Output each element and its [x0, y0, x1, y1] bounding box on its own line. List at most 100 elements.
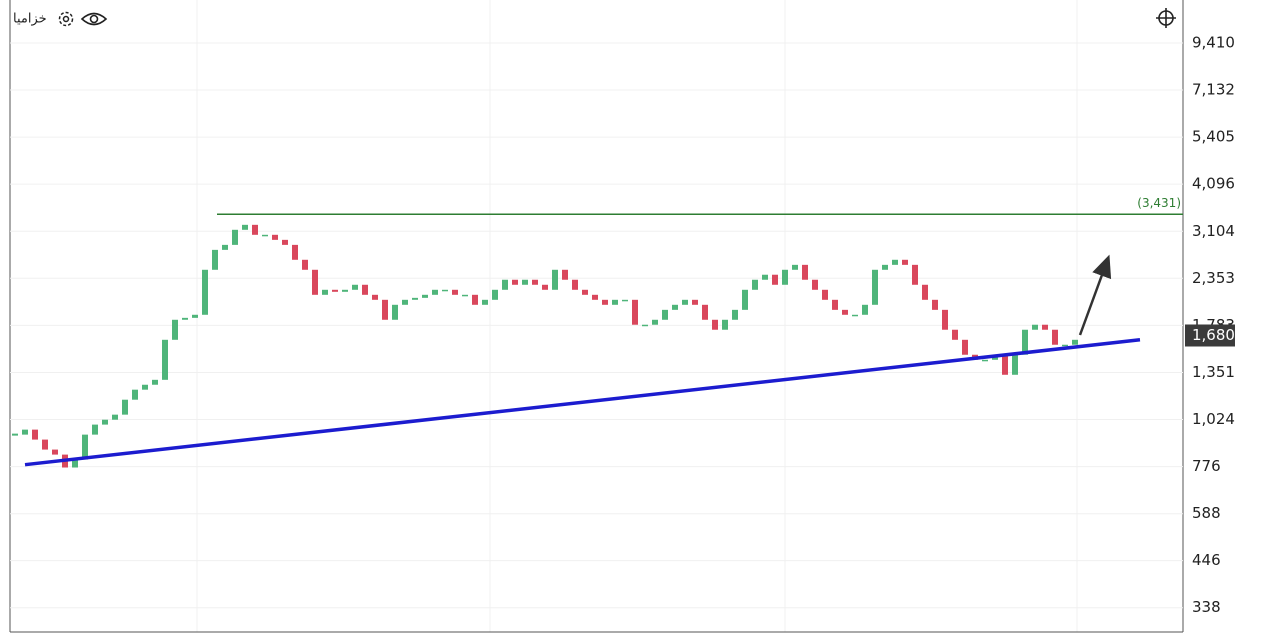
candle-body — [682, 299, 688, 305]
candle-body — [642, 324, 648, 327]
candle-body — [802, 264, 808, 280]
trendline — [24, 338, 1141, 467]
candle-body — [452, 289, 458, 295]
resistance-label: (3,431) — [1137, 196, 1181, 210]
candle-body — [42, 439, 48, 450]
candle-body — [132, 389, 138, 400]
candle-body — [522, 279, 528, 285]
candle-body — [692, 299, 698, 305]
candle-body — [102, 419, 108, 425]
candle-body — [112, 414, 118, 420]
candle-body — [52, 449, 58, 455]
candle-body — [1072, 339, 1078, 345]
candle-body — [772, 274, 778, 285]
candle-body — [792, 264, 798, 270]
candle-body — [332, 289, 338, 292]
candle-body — [22, 429, 28, 435]
candle-body — [842, 309, 848, 315]
candle-body — [212, 249, 218, 270]
candle-body — [252, 224, 258, 235]
y-tick-label: 5,405 — [1192, 128, 1235, 146]
candle-body — [182, 317, 188, 320]
candle-body — [882, 264, 888, 270]
candle-body — [892, 259, 898, 265]
arrow — [1078, 254, 1112, 336]
y-tick-label: 1,351 — [1192, 363, 1235, 381]
y-tick-label: 338 — [1192, 598, 1221, 616]
candle-body — [82, 434, 88, 460]
candle-body — [782, 269, 788, 285]
candle-body — [192, 314, 198, 318]
candle-body — [342, 289, 348, 292]
candle-body — [262, 234, 268, 237]
candle-body — [482, 299, 488, 305]
candle-body — [432, 289, 438, 295]
candle-body — [962, 339, 968, 355]
candle-body — [702, 304, 708, 320]
candle-body — [202, 269, 208, 315]
candle-body — [92, 424, 98, 435]
candle-body — [322, 289, 328, 295]
candle-body — [592, 294, 598, 300]
candle-body — [512, 279, 518, 285]
y-tick-label: 1,024 — [1192, 410, 1235, 428]
y-tick-label: 7,132 — [1192, 81, 1235, 99]
last-price-label: 1,680 — [1192, 326, 1235, 344]
candle-body — [612, 299, 618, 305]
y-tick-label: 9,410 — [1192, 33, 1235, 51]
candle-body — [852, 314, 858, 317]
candle-body — [462, 294, 468, 297]
candle-body — [812, 279, 818, 290]
candle-body — [982, 359, 988, 362]
candle-body — [1052, 329, 1058, 345]
candle-body — [832, 299, 838, 310]
candle-body — [942, 309, 948, 330]
candle-body — [552, 269, 558, 290]
candle-body — [142, 384, 148, 390]
candle-body — [742, 289, 748, 310]
candle-body — [622, 299, 628, 302]
candle-body — [162, 339, 168, 380]
candle-body — [822, 289, 828, 300]
settings-icon[interactable] — [58, 11, 74, 27]
candle-body — [1032, 324, 1038, 330]
candle-body — [652, 319, 658, 325]
candle-body — [872, 269, 878, 305]
candle-body — [442, 289, 448, 292]
candle-body — [732, 309, 738, 320]
candle-body — [1012, 354, 1018, 375]
candle-body — [912, 264, 918, 285]
candle-body — [1022, 329, 1028, 355]
candle-body — [472, 294, 478, 305]
candle-body — [122, 399, 128, 415]
candle-body — [292, 244, 298, 260]
y-tick-label: 588 — [1192, 504, 1221, 522]
candle-body — [272, 234, 278, 240]
eye-icon[interactable] — [80, 12, 108, 26]
candle-body — [392, 304, 398, 320]
candle-body — [422, 294, 428, 298]
candle-body — [632, 299, 638, 325]
candle-body — [302, 259, 308, 270]
candle-body — [372, 294, 378, 300]
candle-body — [72, 459, 78, 468]
y-tick-label: 3,104 — [1192, 222, 1235, 240]
candle-body — [312, 269, 318, 295]
candle-body — [502, 279, 508, 290]
candle-body — [402, 299, 408, 305]
candle-body — [542, 284, 548, 290]
candle-body — [562, 269, 568, 280]
candle-body — [232, 229, 238, 245]
candle-body — [282, 239, 288, 245]
candle-body — [362, 284, 368, 295]
candle-body — [922, 284, 928, 300]
candle-body — [1042, 324, 1048, 330]
crosshair-icon[interactable] — [1156, 8, 1176, 28]
symbol-name: خزامیا — [13, 12, 47, 27]
candle-body — [932, 299, 938, 310]
candle-body — [242, 224, 248, 230]
candle-body — [762, 274, 768, 280]
candle-body — [712, 319, 718, 330]
